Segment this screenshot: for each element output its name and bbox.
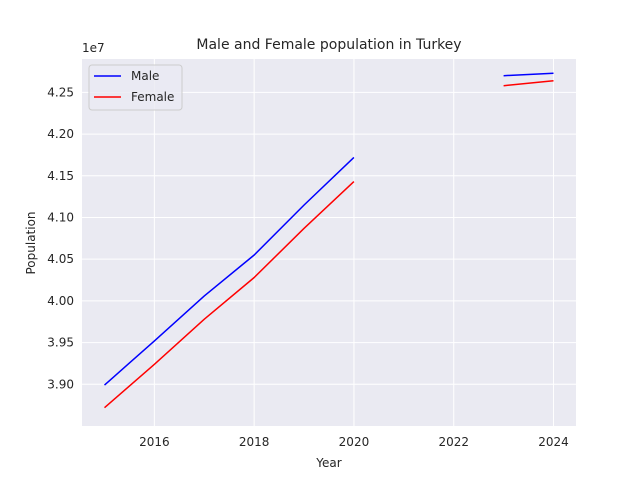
y-axis-offset-label: 1e7 [82, 41, 105, 55]
y-tick-label: 3.95 [47, 336, 74, 350]
x-axis-ticks: 2016 2018 2020 2022 2024 [139, 435, 569, 449]
y-tick-label: 4.05 [47, 252, 74, 266]
y-tick-label: 4.15 [47, 169, 74, 183]
legend-label-male: Male [131, 69, 159, 83]
y-tick-label: 3.90 [47, 377, 74, 391]
x-tick-label: 2022 [438, 435, 469, 449]
series-line-female [104, 181, 355, 409]
series-lines [104, 72, 554, 409]
y-axis-label: Population [24, 211, 38, 274]
legend: Male Female [88, 64, 183, 111]
grid-lines [82, 59, 576, 426]
legend-label-female: Female [131, 90, 174, 104]
y-tick-label: 4.10 [47, 210, 74, 224]
x-tick-label: 2016 [139, 435, 170, 449]
series-line-male [104, 156, 355, 386]
x-tick-label: 2020 [339, 435, 370, 449]
x-tick-label: 2018 [239, 435, 270, 449]
y-tick-label: 4.25 [47, 85, 74, 99]
y-tick-label: 4.00 [47, 294, 74, 308]
chart-title: Male and Female population in Turkey [196, 37, 461, 53]
x-axis-label: Year [315, 456, 341, 470]
series-line-male [503, 72, 554, 77]
y-tick-label: 4.20 [47, 127, 74, 141]
series-line-female [503, 79, 554, 87]
plot-area [82, 59, 576, 426]
x-tick-label: 2024 [538, 435, 569, 449]
y-axis-ticks: 3.90 3.95 4.00 4.05 4.10 4.15 4.20 4.25 [47, 85, 74, 391]
